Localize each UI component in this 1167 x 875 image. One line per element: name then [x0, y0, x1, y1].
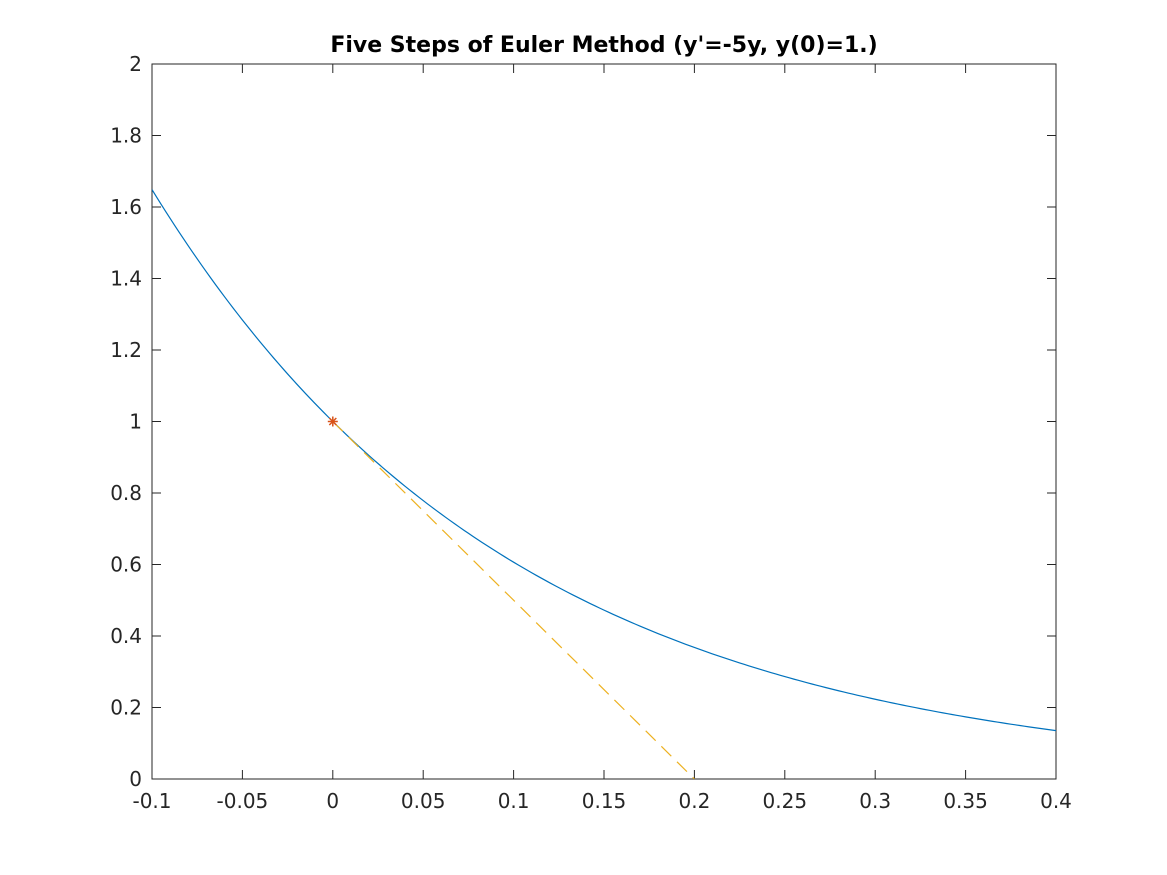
y-tick-label: 0.2: [110, 696, 142, 720]
data-layer: [152, 189, 1056, 779]
series-line-exact-solution: [152, 189, 1056, 732]
y-tick-label: 0.6: [110, 553, 142, 577]
asterisk-stroke: [328, 417, 337, 426]
y-tick-label: 1: [129, 410, 142, 434]
chart-title: Five Steps of Euler Method (y'=-5y, y(0)…: [330, 33, 877, 58]
x-tick-label: 0.25: [763, 789, 808, 813]
x-tick-label: 0.05: [401, 789, 446, 813]
x-tick-label: 0.1: [498, 789, 530, 813]
x-tick-label: 0: [326, 789, 339, 813]
data-point-asterisk: [327, 416, 338, 427]
y-tick-label: 0.8: [110, 481, 142, 505]
y-tick-label: 1.6: [110, 195, 142, 219]
axes-box: [151, 63, 1057, 780]
y-tick-label: 2: [129, 52, 142, 76]
x-tick-label: 0.15: [582, 789, 627, 813]
x-tick-label: 0.3: [859, 789, 891, 813]
y-tick-label: 0: [129, 767, 142, 791]
x-tick-label: 0.4: [1040, 789, 1072, 813]
y-tick-label: 1.2: [110, 338, 142, 362]
x-tick-label: 0.2: [678, 789, 710, 813]
x-tick-label: -0.05: [217, 789, 269, 813]
y-tick-label: 0.4: [110, 624, 142, 648]
series-line-euler-step: [332, 421, 695, 779]
y-tick-label: 1.8: [110, 124, 142, 148]
x-tick-label: -0.1: [132, 789, 171, 813]
axes: -0.1 -0.05 0 0.05 0.1 0.15 0.2 0.25 0.3 0.35 0.4 0 0…: [110, 52, 1072, 813]
x-tick-label: 0.35: [943, 789, 988, 813]
y-tick-label: 1.4: [110, 267, 142, 291]
